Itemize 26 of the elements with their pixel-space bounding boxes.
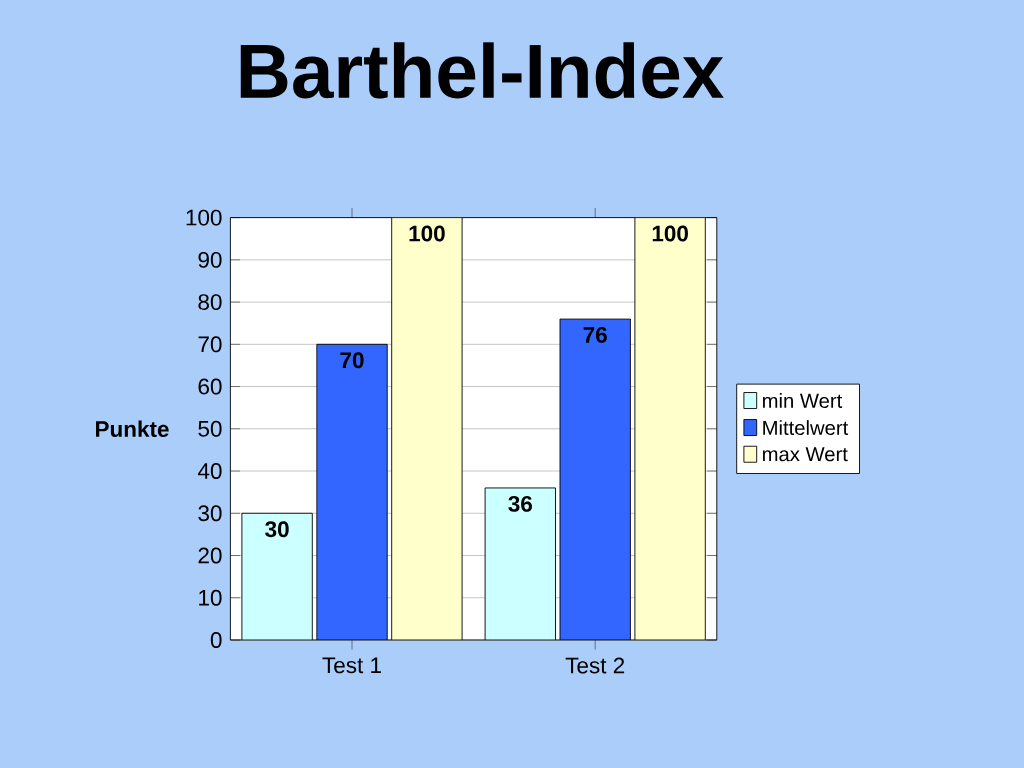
y-tick-label: 10 <box>199 589 222 606</box>
y-tick-label: 80 <box>198 294 222 311</box>
data-label: 70 <box>340 352 364 369</box>
bar <box>241 512 313 640</box>
x-tick-label: Test 1 <box>322 657 381 674</box>
y-tick-label: 20 <box>198 547 222 564</box>
y-tick-label: 100 <box>186 209 222 226</box>
data-label: 30 <box>265 521 289 538</box>
y-tick-label: 40 <box>197 463 222 479</box>
y-tick-label: 50 <box>198 420 222 437</box>
y-axis-title: Punkte <box>96 420 169 438</box>
legend-label: max Wert <box>762 447 848 462</box>
y-tick-label: 30 <box>198 505 222 522</box>
y-tick-label: 90 <box>198 251 222 268</box>
legend-label: Mittelwert <box>763 420 849 436</box>
y-tick-label: 70 <box>198 336 222 353</box>
data-label: 100 <box>409 225 445 242</box>
legend-label: min Wert <box>762 393 843 408</box>
x-tick-label: Test 2 <box>565 657 625 674</box>
data-label: 76 <box>583 326 607 343</box>
data-label: 36 <box>508 495 533 512</box>
data-label: 100 <box>652 225 688 242</box>
y-tick-label: 0 <box>210 632 222 648</box>
bar <box>484 487 556 640</box>
y-tick-label: 60 <box>198 378 222 395</box>
chart-title: Barthel-Index <box>240 42 724 99</box>
